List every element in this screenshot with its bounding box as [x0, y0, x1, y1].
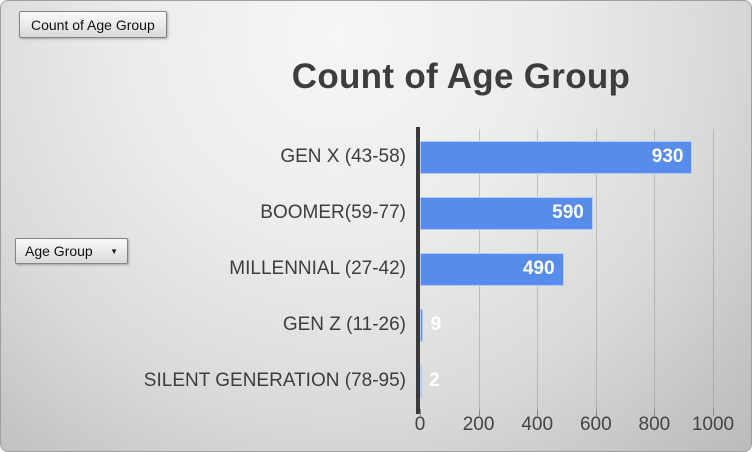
axis-tick-mark: [713, 409, 714, 416]
bar-3[interactable]: [420, 308, 423, 342]
plot-area: 930 590 490 9 2: [420, 129, 714, 416]
gridline: [595, 129, 597, 409]
bar-4[interactable]: [420, 364, 422, 398]
gridline: [713, 129, 714, 409]
axis-tick-mark: [537, 409, 539, 416]
category-axis-labels: GEN X (43-58) BOOMER(59-77) MILLENNIAL (27…: [101, 129, 406, 409]
data-label: 2: [429, 370, 440, 391]
category-axis-line: [416, 127, 420, 414]
axis-field-button-label: Age Group: [25, 243, 93, 259]
category-label: BOOMER(59-77): [260, 202, 406, 223]
value-axis-tick-label: 0: [414, 414, 426, 435]
value-axis-tick-label: 400: [521, 414, 554, 435]
category-label: GEN Z (11-26): [282, 314, 406, 335]
value-axis-tick-label: 200: [462, 414, 495, 435]
data-label: 9: [430, 314, 442, 335]
chevron-down-icon: ▼: [110, 246, 118, 256]
axis-tick-mark: [595, 409, 597, 416]
data-label: 590: [552, 202, 584, 223]
axis-tick-mark: [478, 409, 480, 416]
value-field-button[interactable]: Count of Age Group: [19, 11, 167, 38]
category-label: SILENT GENERATION (78-95): [143, 370, 406, 391]
value-axis-tick-label: 600: [579, 414, 612, 435]
bar-1[interactable]: [420, 196, 593, 230]
axis-tick-mark: [420, 409, 421, 416]
bar-0[interactable]: [420, 140, 693, 174]
value-axis-labels: 0 200 400 600 800 1000: [415, 414, 740, 438]
data-label: 930: [651, 146, 684, 167]
category-label: MILLENNIAL (27-42): [229, 258, 406, 279]
axis-field-button[interactable]: Age Group ▼: [15, 238, 128, 264]
bar-2[interactable]: [420, 252, 564, 286]
data-label: 490: [522, 258, 555, 279]
axis-tick-mark: [654, 409, 656, 416]
value-field-button-label: Count of Age Group: [31, 16, 155, 33]
gridline: [654, 129, 656, 409]
category-label: GEN X (43-58): [280, 146, 406, 167]
chart-title: Count of Age Group: [291, 57, 631, 96]
value-axis-tick-label: 800: [638, 414, 671, 435]
value-axis-tick-label: 1000: [691, 414, 735, 435]
